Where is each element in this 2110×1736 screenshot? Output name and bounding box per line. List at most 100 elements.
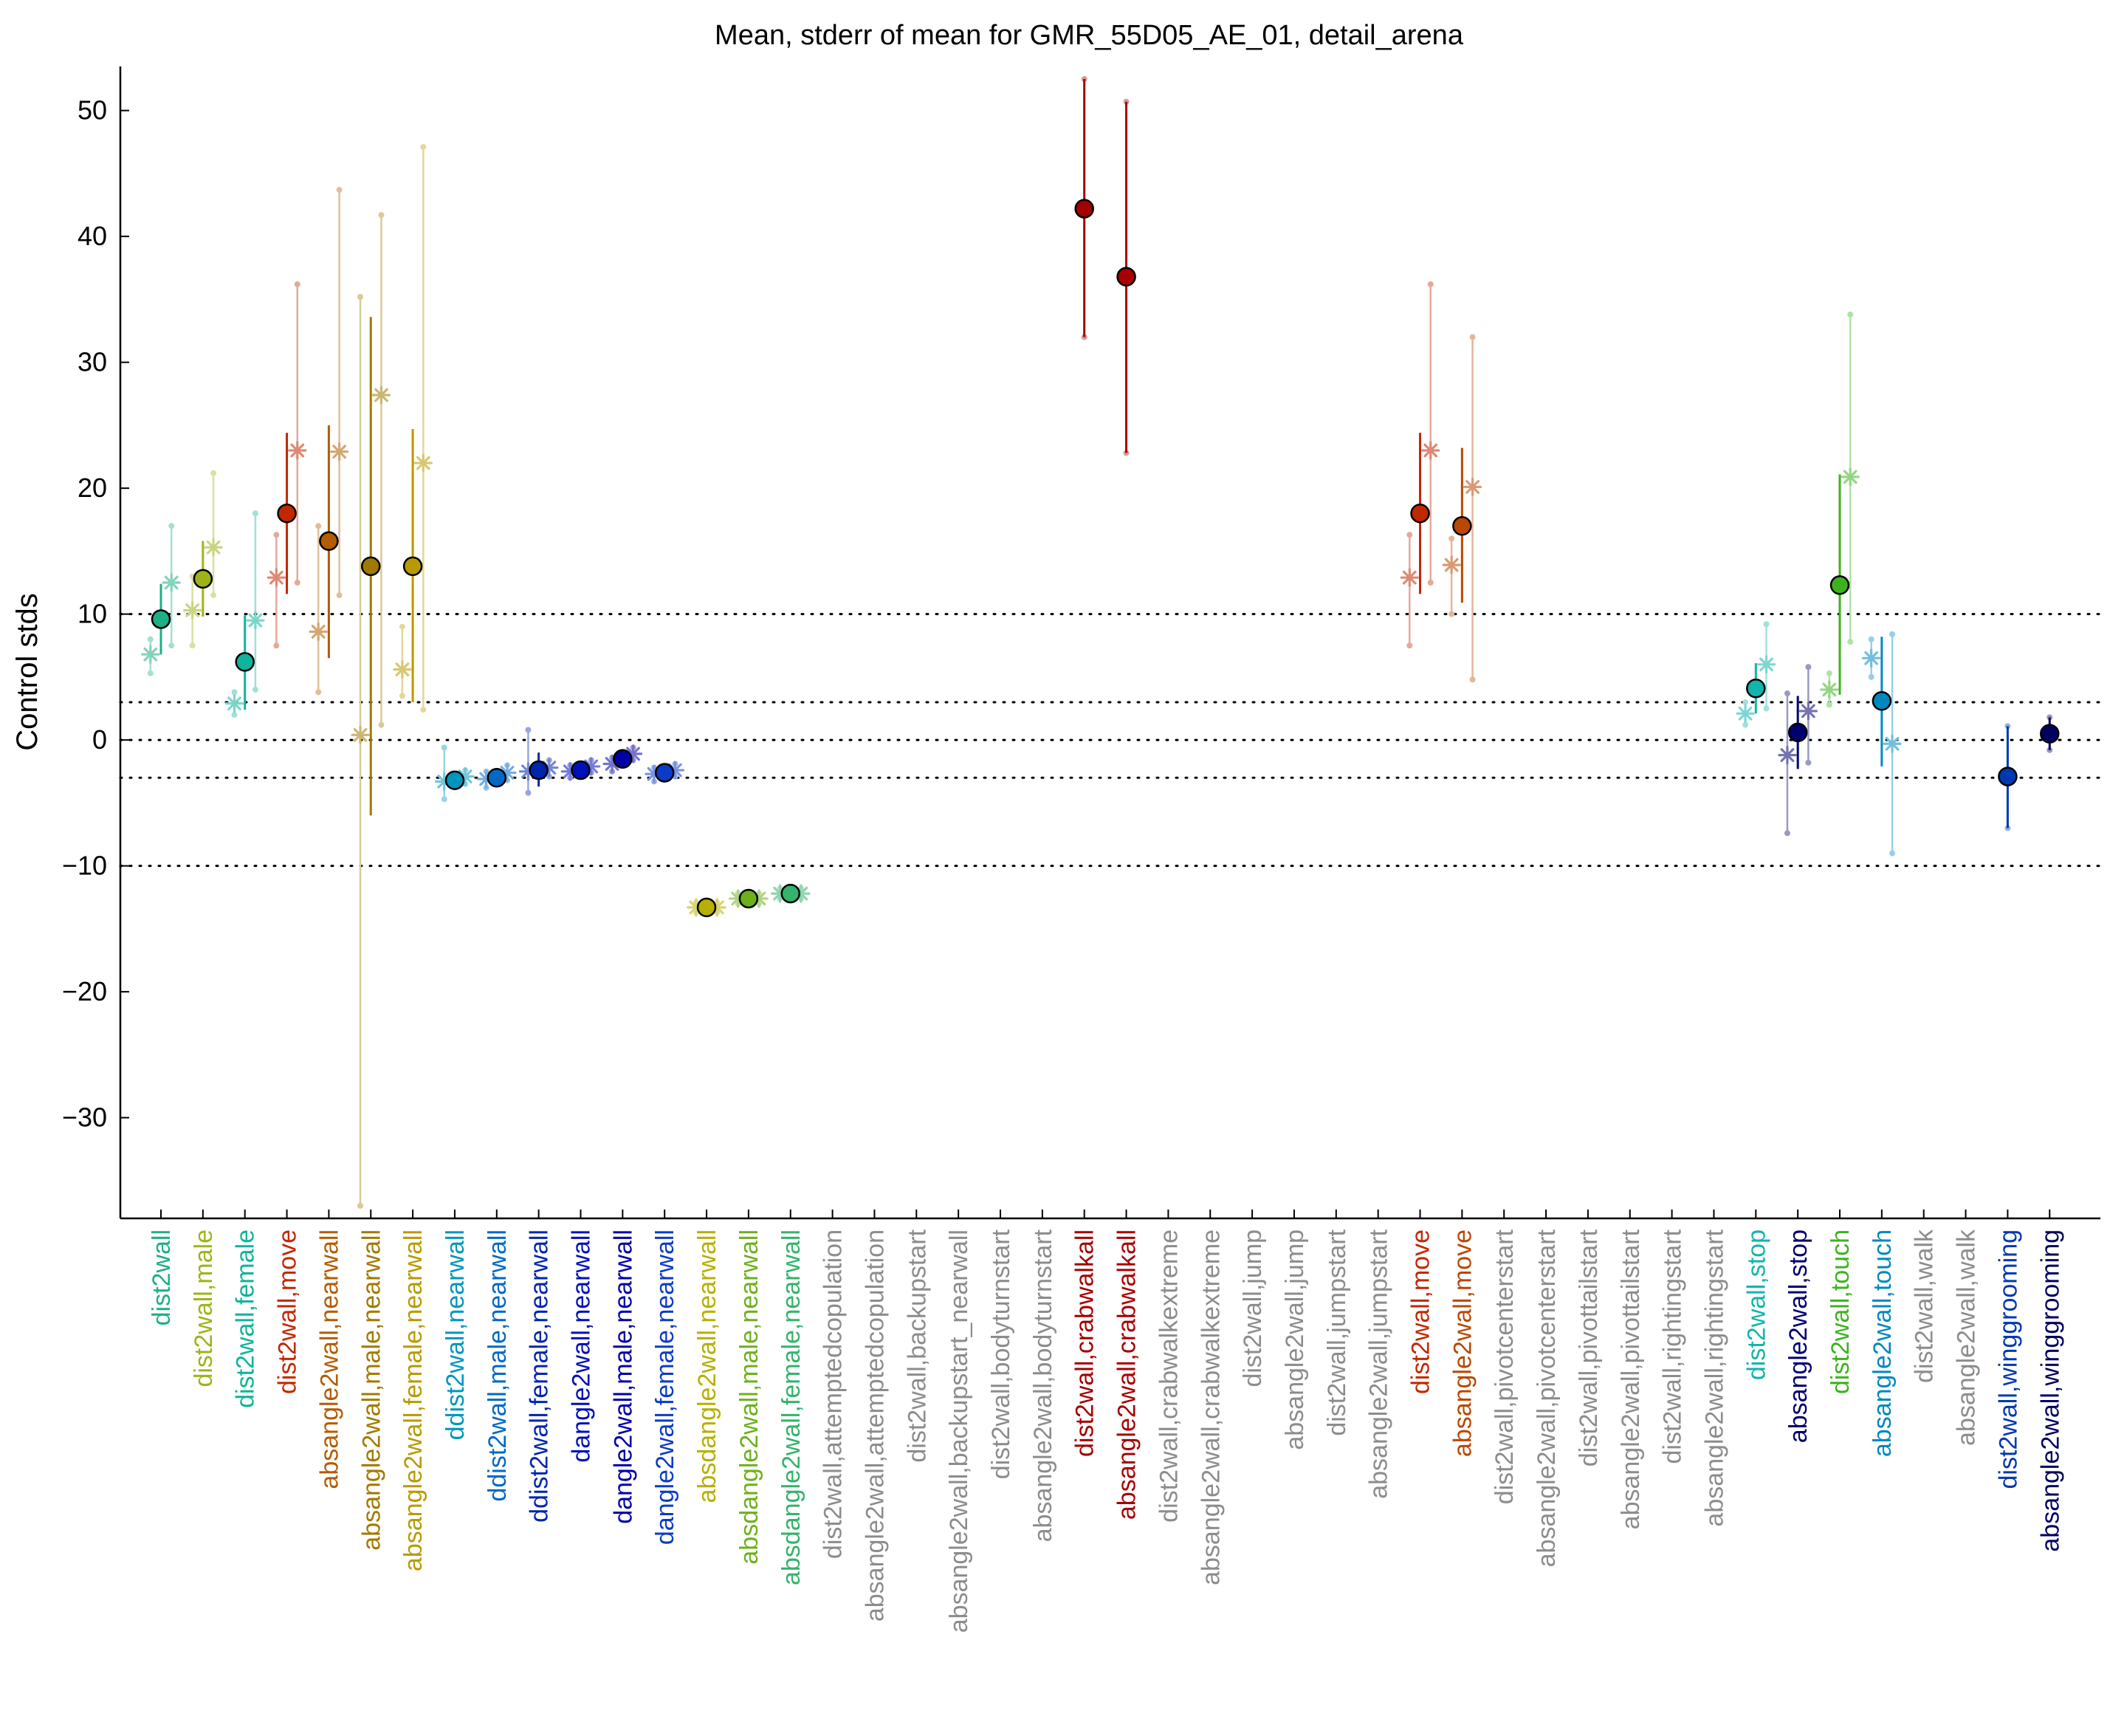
- star-stroke: [1738, 706, 1753, 721]
- x-tick-label: ddist2wall,male,nearwall: [484, 1229, 512, 1502]
- sex-error-cap: [1763, 621, 1770, 628]
- mean-marker: [2040, 724, 2060, 744]
- sex-mean-star: [623, 744, 643, 764]
- sex-error-cap: [1889, 631, 1896, 637]
- mean-marker: [613, 749, 633, 769]
- sex-error-cap: [1427, 580, 1434, 586]
- sex-error-cap: [441, 744, 447, 751]
- star-stroke: [248, 613, 263, 628]
- sex-error-cap: [378, 721, 385, 728]
- sex-mean-star: [1820, 680, 1839, 699]
- y-tick-label: 0: [92, 724, 107, 755]
- mean-marker: [444, 770, 465, 790]
- x-tick-label: absangle2wall,touch: [1869, 1229, 1897, 1457]
- mean-marker: [571, 760, 591, 780]
- sex-error-cap: [525, 727, 532, 733]
- x-tick-label: ddist2wall,nearwall: [441, 1229, 470, 1440]
- x-tick-label: dist2wall,rightingstart: [1659, 1229, 1687, 1464]
- mean-marker: [277, 503, 297, 524]
- sex-error-cap: [1847, 311, 1854, 318]
- sex-error-cap: [1742, 721, 1749, 728]
- x-tick-label: ddist2wall,female,nearwall: [526, 1229, 554, 1523]
- sex-error-cap: [1469, 334, 1476, 340]
- sex-error-cap: [1406, 642, 1413, 649]
- star-stroke: [164, 575, 179, 590]
- sex-mean-star: [246, 611, 265, 630]
- star-stroke: [1465, 480, 1480, 494]
- x-tick-label: dist2wall,winggrooming: [1994, 1229, 2022, 1489]
- x-tick-label: dist2wall: [148, 1229, 176, 1325]
- sex-mean-star: [224, 694, 244, 713]
- x-tick-label: dist2wall,walk: [1911, 1229, 1939, 1383]
- star-stroke: [206, 540, 221, 555]
- star-stroke: [353, 727, 368, 742]
- mean-marker: [529, 760, 549, 780]
- star-stroke: [332, 445, 346, 459]
- y-tick-label: 30: [78, 347, 107, 377]
- x-tick-label: absangle2wall,jump: [1281, 1229, 1309, 1450]
- sex-error-cap: [231, 712, 238, 718]
- sex-error-cap: [378, 212, 385, 219]
- x-tick-label: absangle2wall,crabwalkall: [1113, 1229, 1141, 1520]
- sex-error-cap: [399, 693, 405, 699]
- star-stroke: [1864, 651, 1879, 665]
- sex-mean-star: [1442, 555, 1461, 574]
- sex-mean-star: [309, 622, 328, 642]
- sex-error-cap: [252, 686, 258, 693]
- sex-mean-star: [351, 725, 370, 744]
- sex-mean-star: [1736, 704, 1755, 723]
- sex-mean-star: [1463, 477, 1482, 497]
- mean-marker: [654, 763, 675, 783]
- x-tick-label: absangle2wall,attemptedcopulation: [861, 1229, 889, 1622]
- x-tick-label: absangle2wall,pivotcenterstart: [1533, 1229, 1561, 1567]
- x-tick-label: dist2wall,bodyturnstart: [987, 1229, 1015, 1479]
- sex-error-cap: [315, 523, 322, 529]
- sex-error-cap: [252, 510, 258, 517]
- x-tick-label: absangle2wall,walk: [1953, 1229, 1981, 1446]
- sex-error-cap: [294, 281, 300, 287]
- sex-error-cap: [1847, 639, 1854, 645]
- sex-error-cap: [525, 789, 532, 796]
- x-tick-label: absangle2wall,male,nearwall: [357, 1229, 385, 1551]
- sex-error-cap: [168, 523, 175, 529]
- y-tick-label: 10: [78, 599, 107, 629]
- x-tick-label: absangle2wall,nearwall: [315, 1229, 343, 1489]
- sex-error-cap: [189, 642, 196, 649]
- sex-mean-star: [413, 453, 433, 473]
- x-tick-label: absangle2wall,female,nearwall: [399, 1229, 427, 1571]
- sex-error-cap: [231, 689, 238, 696]
- x-tick-label: dist2wall,male: [190, 1229, 218, 1387]
- sex-mean-star: [1798, 701, 1818, 721]
- x-tick-label: dist2wall,jumpstart: [1323, 1229, 1351, 1435]
- star-stroke: [290, 443, 305, 458]
- x-tick-label: dist2wall,touch: [1827, 1229, 1855, 1394]
- x-tick-label: dist2wall,move: [1407, 1229, 1435, 1394]
- sex-error-cap: [1406, 532, 1413, 538]
- x-tick-label: absangle2wall,stop: [1784, 1229, 1812, 1443]
- mean-marker: [193, 569, 213, 589]
- x-tick-label: dist2wall,crabwalkall: [1071, 1229, 1099, 1457]
- y-tick-label: −30: [62, 1102, 107, 1133]
- sex-mean-star: [1400, 568, 1419, 587]
- mean-marker: [361, 556, 381, 577]
- sex-error-cap: [399, 623, 405, 630]
- x-tick-label: dist2wall,move: [274, 1229, 302, 1394]
- mean-marker: [696, 897, 717, 918]
- sex-error-cap: [210, 470, 217, 476]
- sex-mean-star: [371, 385, 391, 405]
- star-stroke: [1885, 736, 1900, 751]
- mean-marker: [1074, 199, 1094, 219]
- star-stroke: [416, 456, 430, 470]
- sex-error-cap: [168, 642, 175, 649]
- sex-error-cap: [1449, 535, 1455, 542]
- sex-mean-star: [1862, 648, 1881, 668]
- mean-marker: [487, 768, 507, 788]
- sex-mean-star: [267, 568, 286, 587]
- x-tick-label: absangle2wall,crabwalkextreme: [1197, 1229, 1225, 1585]
- sex-mean-star: [393, 660, 412, 679]
- mean-marker: [1116, 267, 1136, 287]
- mean-marker: [235, 652, 255, 672]
- star-stroke: [1759, 657, 1773, 672]
